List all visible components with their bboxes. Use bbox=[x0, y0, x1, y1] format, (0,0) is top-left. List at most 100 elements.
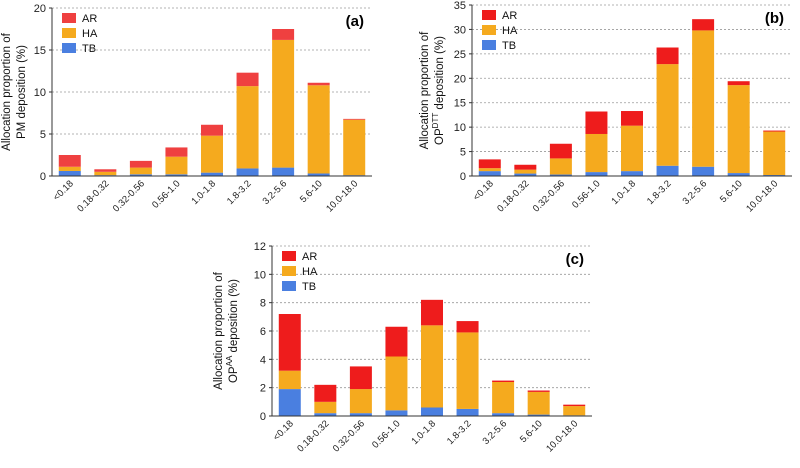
legend-label-ha: HA bbox=[502, 25, 518, 37]
x-tick-label: 3.2-5.6 bbox=[481, 418, 510, 447]
y-tick-label: 15 bbox=[454, 98, 466, 110]
bar-segment-ha bbox=[527, 391, 550, 415]
bar-segment-tb bbox=[201, 172, 223, 176]
x-tick-label: 0.18-0.32 bbox=[495, 178, 531, 214]
bar-segment-ha bbox=[727, 85, 750, 174]
legend-swatch-ha bbox=[62, 28, 76, 38]
bar-segment-ha bbox=[549, 158, 572, 175]
legend-swatch-ar bbox=[482, 10, 496, 20]
bar-segment-ha bbox=[278, 370, 301, 390]
x-tick-label: <0.18 bbox=[471, 178, 496, 203]
bar-segment-tb bbox=[585, 172, 608, 176]
bar-segment-ar bbox=[129, 160, 152, 168]
x-tick-label: 1.8-3.2 bbox=[645, 178, 674, 207]
bar-segment-ha bbox=[385, 356, 408, 411]
y-tick-label: 8 bbox=[260, 298, 266, 310]
x-tick-label: 0.32-0.56 bbox=[531, 178, 567, 214]
y-tick-label: 5 bbox=[40, 129, 46, 141]
bar-segment-ha bbox=[236, 86, 259, 169]
y-tick-label: 10 bbox=[454, 122, 466, 134]
legend-label-tb: TB bbox=[502, 40, 516, 52]
bar-segment-ha bbox=[656, 64, 679, 166]
bar-segment-ar bbox=[763, 130, 786, 132]
bar-segment-ar bbox=[621, 111, 643, 126]
bar-segment-ha bbox=[314, 401, 337, 414]
bar-segment-tb bbox=[692, 166, 715, 176]
bar-segment-ha bbox=[94, 171, 117, 176]
x-tick-label: 0.32-0.56 bbox=[331, 418, 367, 454]
bar-segment-tb bbox=[727, 173, 750, 176]
bar-segment-ar bbox=[692, 19, 715, 31]
y-title-main: OP bbox=[228, 366, 240, 383]
x-tick-label: 10.0-18.0 bbox=[744, 178, 780, 214]
bar-segment-tb bbox=[349, 413, 372, 416]
legend-swatch-tb bbox=[282, 281, 296, 291]
bar-segment-ha bbox=[585, 133, 608, 173]
bar-segment-tb bbox=[656, 165, 679, 176]
y-title-rest: deposition (%) bbox=[434, 36, 446, 113]
y-title-rest: deposition (%) bbox=[228, 279, 240, 356]
bar-segment-ha bbox=[514, 169, 537, 174]
bar-segment-ar bbox=[527, 390, 550, 392]
bar-segment-ar bbox=[165, 147, 188, 157]
bar-segment-tb bbox=[278, 389, 301, 416]
x-tick-label: 1.0-1.8 bbox=[609, 178, 638, 207]
bar-segment-ha bbox=[492, 382, 515, 414]
bar-segment-ha bbox=[272, 39, 295, 168]
bar-segment-ar bbox=[201, 124, 223, 136]
bar-segment-ar bbox=[563, 404, 586, 407]
legend-label-ar: AR bbox=[302, 251, 317, 263]
x-tick-label: 1.8-3.2 bbox=[445, 418, 474, 447]
bar-segment-ar bbox=[456, 321, 479, 333]
chart-panel-b: 0 5 10 15 20 25 30 35 <0.18 0.18-0.32 0.32-0.56 0.5… bbox=[419, 0, 792, 215]
bar-segment-tb bbox=[549, 174, 572, 176]
bar-segment-ar bbox=[478, 159, 501, 169]
legend-label-tb: TB bbox=[82, 43, 96, 55]
bar-segment-tb bbox=[307, 173, 330, 176]
x-tick-label: 3.2-5.6 bbox=[261, 178, 290, 207]
bar-segment-ar bbox=[727, 81, 750, 86]
x-tick-label: <0.18 bbox=[51, 178, 76, 203]
bar-segment-tb bbox=[314, 413, 337, 416]
y-tick-label: 4 bbox=[260, 354, 266, 366]
x-tick-label: 0.18-0.32 bbox=[295, 418, 331, 454]
bar-segment-tb bbox=[456, 408, 479, 416]
panel-label: (b) bbox=[765, 10, 784, 27]
y-tick-label: 25 bbox=[454, 49, 466, 61]
bar-segment-tb bbox=[58, 170, 81, 176]
y-axis-title-line2: OPDTT deposition (%) bbox=[431, 36, 446, 145]
x-tick-label: <0.18 bbox=[271, 418, 296, 443]
y-tick-label: 5 bbox=[460, 147, 466, 159]
chart-panel-c: 0 2 4 6 8 10 12 <0.18 0.18-0.32 0.32-0.56 0.56-1.0… bbox=[213, 241, 592, 455]
bar-segment-ha bbox=[692, 30, 715, 167]
x-tick-label: 1.0-1.8 bbox=[409, 418, 438, 447]
bar-segment-tb bbox=[621, 171, 643, 176]
y-title-superscript: AA bbox=[225, 355, 234, 366]
y-title-main: OP bbox=[434, 128, 446, 145]
bar-segment-ha bbox=[58, 166, 81, 171]
bar-segment-ar bbox=[385, 326, 408, 357]
legend-swatch-tb bbox=[482, 40, 496, 50]
y-tick-label: 0 bbox=[460, 171, 466, 183]
y-tick-label: 12 bbox=[254, 241, 266, 253]
x-tick-label: 5.6-10 bbox=[718, 178, 745, 205]
bar-segment-ar bbox=[514, 164, 537, 170]
bar-segment-tb bbox=[385, 410, 408, 416]
x-tick-label: 1.8-3.2 bbox=[225, 178, 254, 207]
x-tick-label: 0.18-0.32 bbox=[75, 178, 111, 214]
y-tick-label: 15 bbox=[34, 45, 46, 57]
bar-segment-ha bbox=[563, 406, 586, 416]
bar-segment-ha bbox=[201, 135, 223, 173]
bar-segment-tb bbox=[236, 168, 259, 176]
bar-segment-ha bbox=[129, 167, 152, 175]
x-tick-label: 0.56-1.0 bbox=[150, 178, 182, 210]
x-tick-label: 0.56-1.0 bbox=[370, 418, 402, 450]
y-axis-title-line2: OPAA deposition (%) bbox=[225, 279, 240, 383]
bar-segment-tb bbox=[514, 173, 537, 176]
legend-label-ar: AR bbox=[502, 10, 517, 22]
bar-segment-tb bbox=[272, 167, 295, 176]
bar-segment-ar bbox=[343, 118, 366, 120]
x-tick-label: 0.32-0.56 bbox=[111, 178, 147, 214]
bar-segment-ha bbox=[343, 119, 366, 176]
